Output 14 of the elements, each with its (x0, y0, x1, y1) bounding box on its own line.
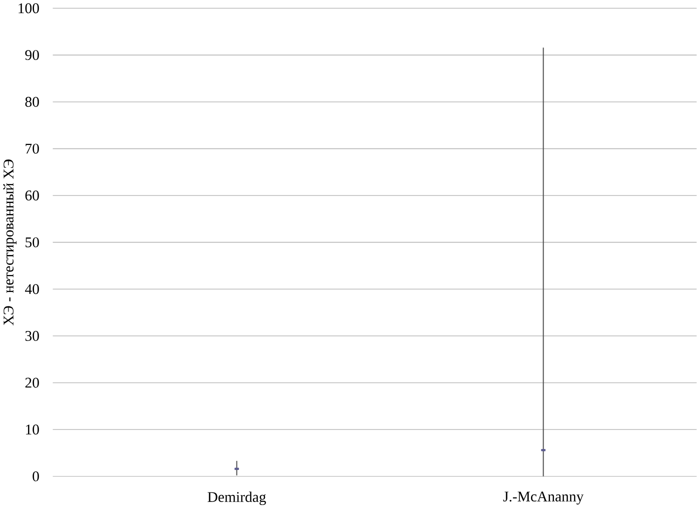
y-tick-label: 40 (25, 284, 39, 294)
y-tick-label: 10 (26, 424, 39, 434)
x-tick-label: J.-McAnanny (503, 491, 584, 504)
y-tick-label: 0 (32, 471, 39, 482)
y-axis-title: ХЭ - нетестированный ХЭ (3, 159, 17, 326)
y-tick-label: 90 (25, 50, 39, 60)
y-tick-label: 50 (26, 237, 39, 248)
y-tick-label: 100 (18, 3, 39, 14)
y-tick-label: 20 (25, 378, 39, 388)
y-tick-label: 30 (25, 330, 39, 341)
y-tick-label: 80 (25, 96, 39, 107)
y-tick-label: 70 (26, 144, 39, 154)
x-tick-label: Demirdag (208, 491, 266, 505)
y-tick-label: 60 (25, 190, 39, 200)
